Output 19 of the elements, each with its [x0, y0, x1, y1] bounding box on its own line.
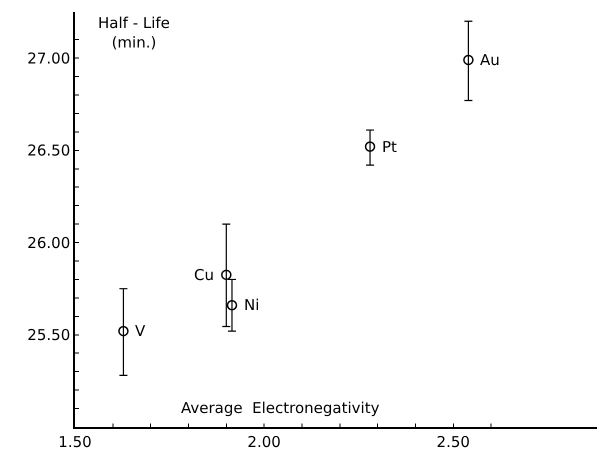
point: [118, 326, 129, 336]
y-tick-label: 26.00: [27, 234, 70, 252]
y-tick-label: 25.50: [27, 326, 70, 344]
annotation: Pt: [382, 138, 398, 156]
annotation: Ni: [244, 296, 260, 314]
x-tick-label: 2.00: [247, 432, 281, 451]
y-axis-title: Half - Life (min.): [98, 14, 170, 52]
point: [221, 270, 232, 280]
annotation: V: [135, 322, 146, 340]
x-axis-title: Average Electronegativity: [181, 399, 380, 417]
point: [463, 54, 474, 66]
x-tick-label: 2.50: [436, 432, 470, 451]
annotation: Cu: [194, 266, 214, 284]
point: [226, 300, 238, 311]
point: [364, 141, 376, 152]
annotation: Au: [480, 51, 500, 69]
x-tick-label: 1.50: [58, 432, 92, 451]
y-tick-label: 27.00: [27, 49, 70, 68]
y-tick-label: 26.50: [27, 142, 70, 160]
